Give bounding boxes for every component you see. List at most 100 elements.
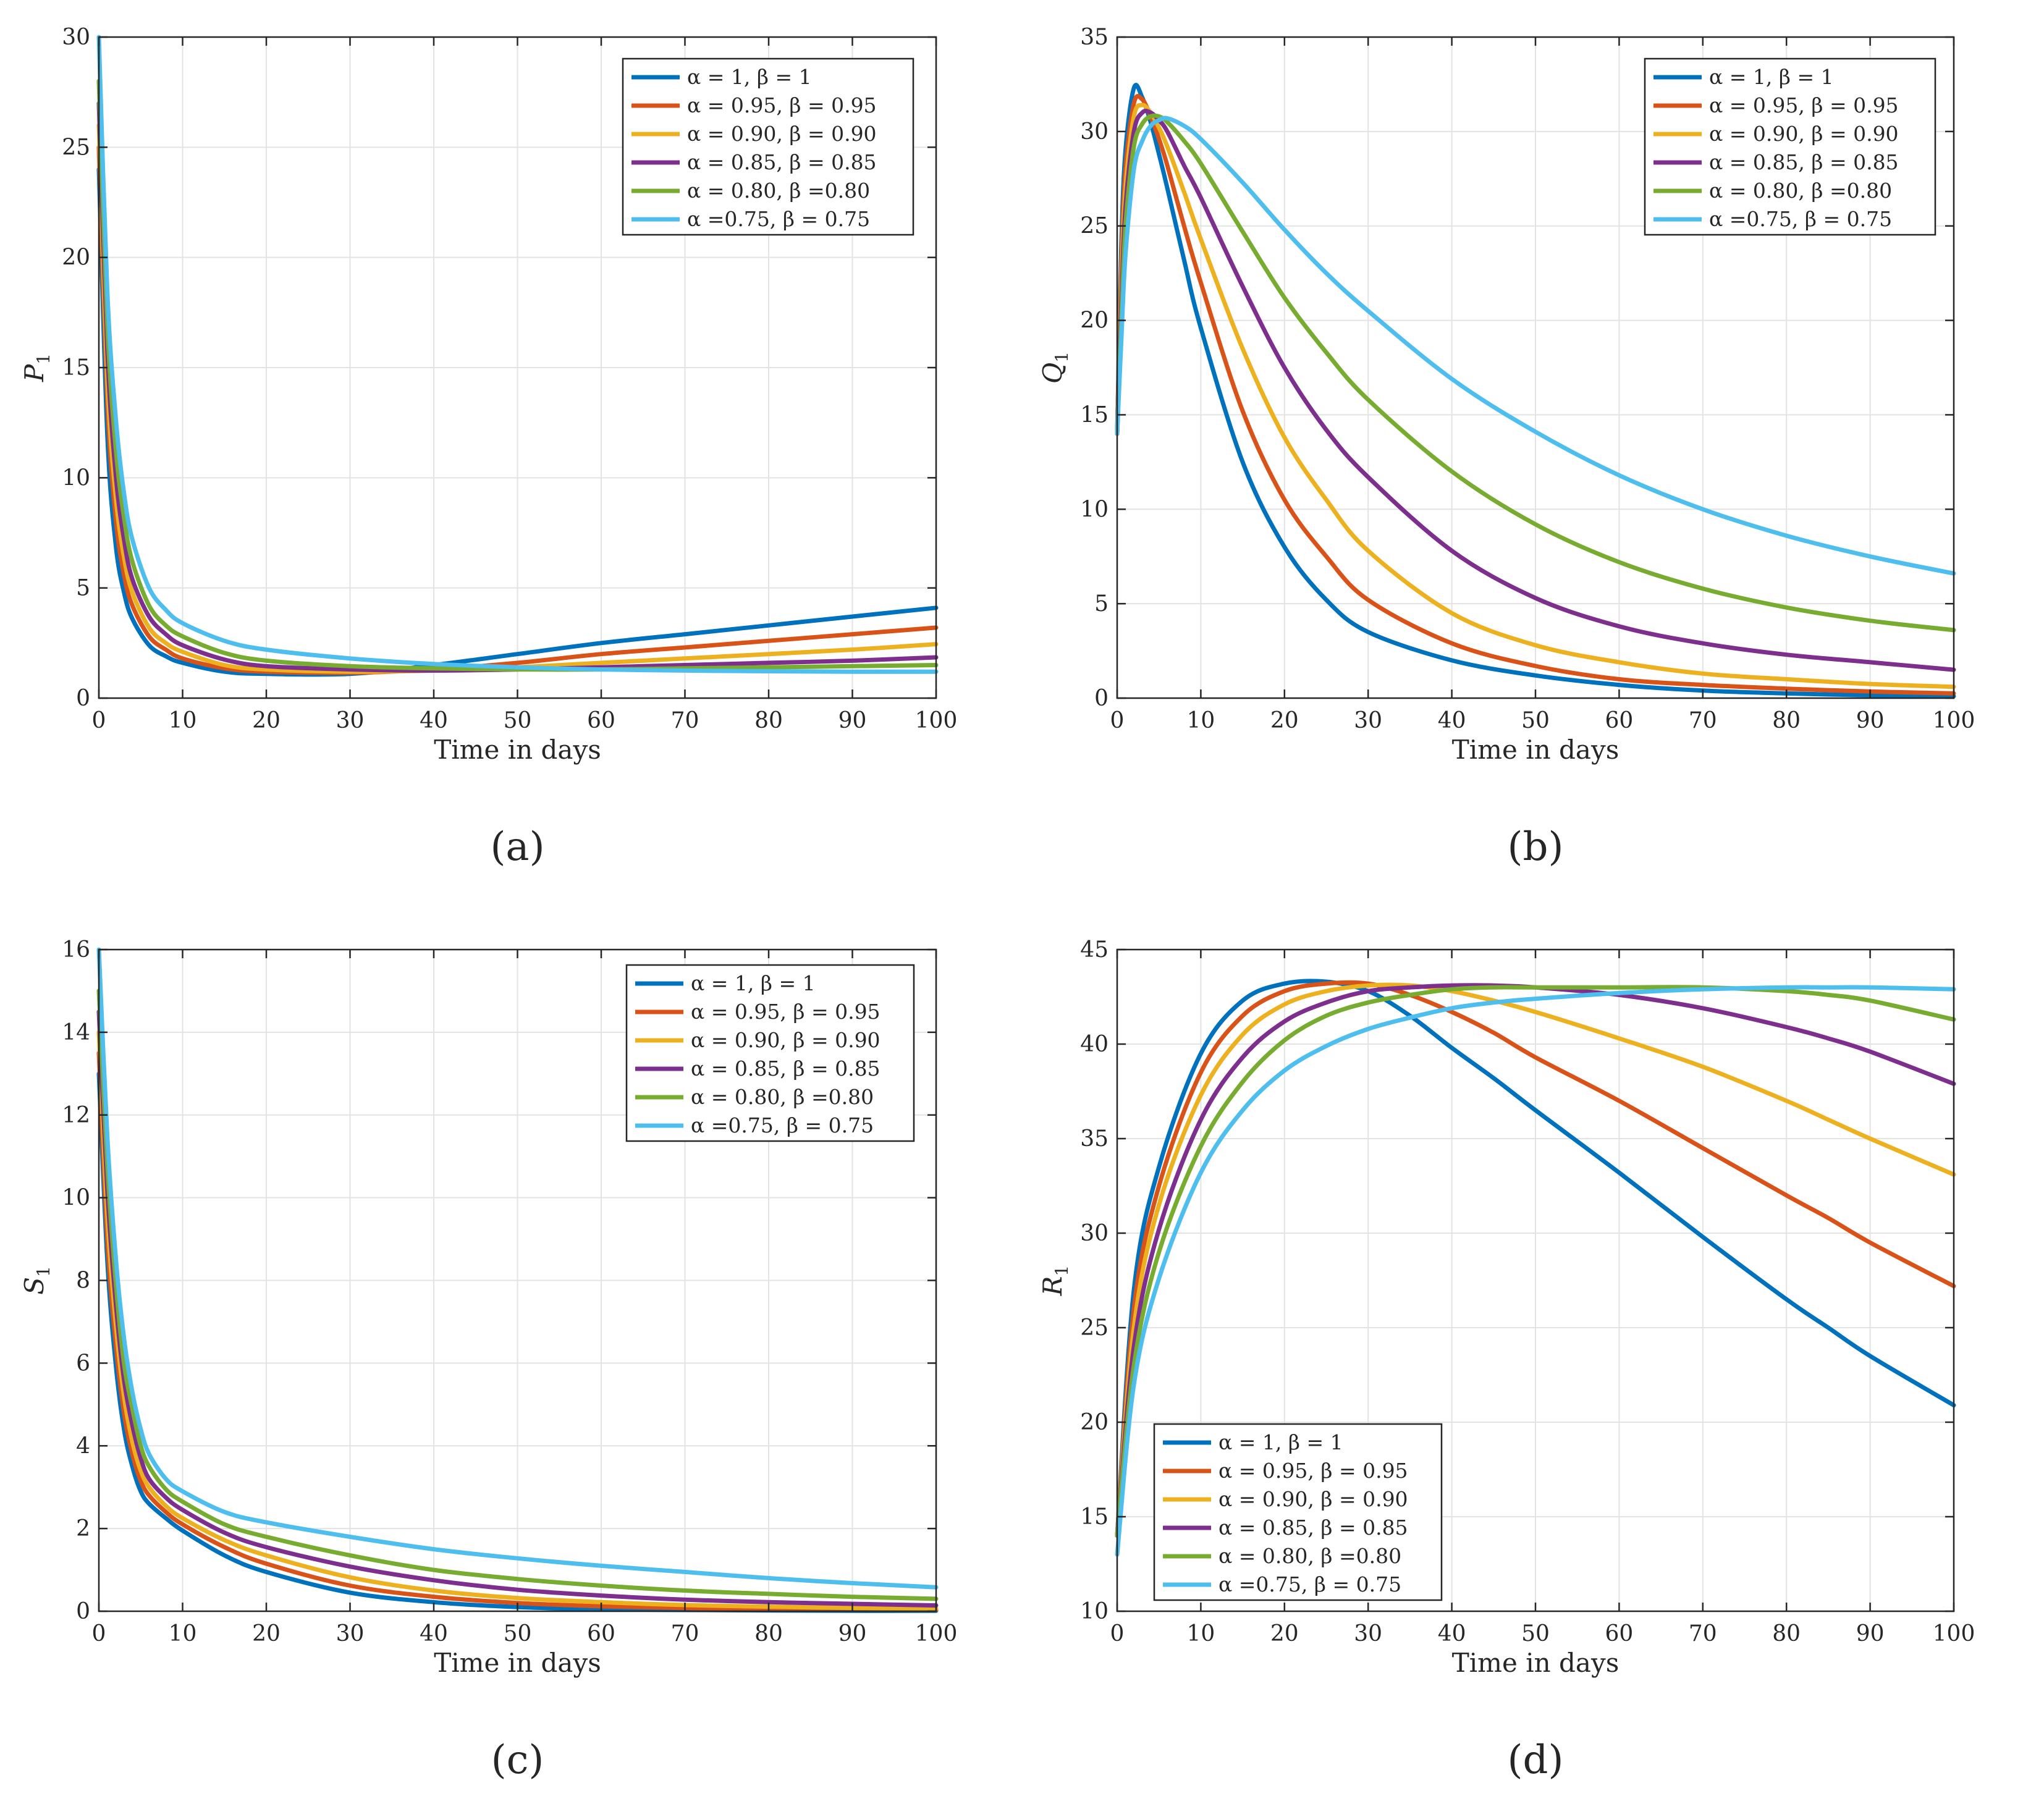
x-tick-label: 100	[1933, 708, 1975, 733]
x-tick-label: 40	[420, 708, 448, 733]
x-tick-label: 80	[754, 708, 783, 733]
x-tick-label: 30	[336, 708, 365, 733]
panel-b: 0 10 20 30 40 50 60 70 80 90 100 0 5 10 15 20 25 30 35 Time…	[1037, 25, 1975, 870]
x-tick-label: 60	[1605, 708, 1633, 733]
legend: α = 1, β = 1 α = 0.95, β = 0.95 α = 0.90, …	[1644, 57, 1936, 236]
y-tick-label: 30	[62, 25, 90, 50]
legend-entry-2: α = 0.95, β = 0.95	[687, 93, 877, 117]
series-line-4	[96, 101, 939, 673]
x-tick-label: 100	[1933, 1621, 1975, 1646]
y-tick-label: 16	[62, 937, 90, 963]
series-line-2	[1115, 94, 1956, 696]
x-tick-label: 50	[1521, 708, 1550, 733]
x-tick-label: 70	[1689, 1621, 1717, 1646]
series-line-6	[96, 947, 939, 1590]
legend-entry-6: α =0.75, β = 0.75	[687, 207, 870, 231]
y-tick-label: 20	[1080, 1410, 1109, 1435]
x-tick-label: 10	[1186, 1621, 1215, 1646]
legend-entry-3: α = 0.90, β = 0.90	[687, 122, 877, 146]
y-tick-label: 5	[1094, 591, 1109, 617]
x-tick-label: 0	[92, 708, 106, 733]
legend-entry-1: α = 1, β = 1	[1218, 1430, 1343, 1454]
x-tick-label: 0	[1110, 708, 1125, 733]
y-tick-label: 20	[62, 245, 90, 271]
series-line-3	[1115, 103, 1956, 689]
y-tick-label: 8	[76, 1268, 90, 1294]
y-axis-label: S1	[19, 1266, 54, 1295]
legend-entry-4: α = 0.85, β = 0.85	[687, 150, 877, 174]
y-tick-label: 4	[76, 1433, 90, 1459]
y-axis-symbol: S	[19, 1277, 49, 1295]
y-axis-subscript: 1	[1052, 1265, 1072, 1276]
y-tick-label: 10	[62, 1186, 90, 1211]
x-tick-label: 90	[1856, 708, 1885, 733]
y-tick-label: 45	[1080, 937, 1109, 963]
x-tick-label: 10	[1186, 708, 1215, 733]
y-tick-label: 15	[1080, 402, 1109, 428]
legend-entry-1: α = 1, β = 1	[687, 65, 812, 89]
panel-label: (d)	[1508, 1737, 1564, 1783]
y-tick-label: 10	[1080, 1599, 1109, 1624]
legend-entry-2: α = 0.95, β = 0.95	[1218, 1459, 1408, 1483]
y-tick-label: 0	[76, 1599, 90, 1624]
x-tick-label: 100	[915, 708, 958, 733]
x-tick-label: 50	[504, 708, 532, 733]
y-tick-label: 30	[1080, 1221, 1109, 1246]
y-tick-label: 35	[1080, 25, 1109, 50]
y-axis-subscript: 1	[33, 353, 54, 365]
x-axis-label: Time in days	[1452, 1648, 1620, 1678]
legend-box	[1644, 57, 1936, 236]
x-tick-label: 100	[915, 1621, 958, 1646]
y-tick-label: 35	[1080, 1126, 1109, 1152]
x-tick-label: 20	[252, 1621, 281, 1646]
y-tick-label: 10	[62, 465, 90, 491]
legend-entry-3: α = 0.90, β = 0.90	[691, 1028, 881, 1052]
legend: α = 1, β = 1 α = 0.95, β = 0.95 α = 0.90, …	[1153, 1423, 1443, 1601]
legend-entry-4: α = 0.85, β = 0.85	[1709, 150, 1899, 174]
x-axis-label: Time in days	[434, 735, 601, 765]
panel-d: 0 10 20 30 40 50 60 70 80 90 1001015202530354045Ti…	[1037, 937, 1975, 1783]
y-tick-label: 10	[1080, 497, 1109, 522]
legend-entry-1: α = 1, β = 1	[1709, 65, 1834, 89]
legend-entry-2: α = 0.95, β = 0.95	[1709, 93, 1899, 117]
series-line-6	[1115, 116, 1956, 576]
y-tick-label: 15	[62, 355, 90, 381]
legend-entry-5: α = 0.80, β =0.80	[687, 179, 870, 203]
x-tick-label: 80	[1772, 1621, 1801, 1646]
y-axis-symbol: Q	[1037, 363, 1068, 384]
y-axis-symbol: R	[1037, 1276, 1068, 1297]
y-tick-label: 5	[76, 576, 90, 601]
x-tick-label: 30	[1354, 708, 1382, 733]
legend-box	[1153, 1423, 1443, 1601]
legend-entry-6: α =0.75, β = 0.75	[691, 1113, 874, 1137]
x-tick-label: 40	[1438, 1621, 1466, 1646]
x-tick-label: 50	[504, 1621, 532, 1646]
y-tick-label: 30	[1080, 119, 1109, 145]
x-axis-label: Time in days	[1452, 735, 1620, 765]
x-tick-label: 0	[1110, 1621, 1125, 1646]
x-tick-label: 70	[671, 1621, 699, 1646]
legend-box	[625, 964, 915, 1142]
series-line-5	[96, 78, 939, 672]
series-line-6	[96, 35, 939, 674]
x-tick-label: 20	[1270, 708, 1299, 733]
series-line-1	[1115, 979, 1956, 1538]
legend-entry-1: α = 1, β = 1	[691, 971, 816, 995]
series-line-1	[1115, 83, 1956, 699]
y-tick-label: 0	[76, 686, 90, 711]
x-tick-label: 90	[1856, 1621, 1885, 1646]
panel-a: 0 10 20 30 40 50 60 70 80 90 100 0 5 10 15 20 25 30 Time i…	[19, 25, 957, 870]
legend-box	[622, 57, 914, 236]
x-tick-label: 30	[1354, 1621, 1382, 1646]
x-tick-label: 90	[838, 1621, 867, 1646]
x-axis-label: Time in days	[434, 1648, 601, 1678]
y-tick-label: 20	[1080, 308, 1109, 334]
legend-entry-3: α = 0.90, β = 0.90	[1218, 1487, 1408, 1511]
x-tick-label: 70	[1689, 708, 1717, 733]
y-axis-symbol: P	[19, 364, 49, 382]
panel-label: (c)	[491, 1737, 544, 1783]
y-axis-label: P1	[19, 353, 54, 382]
panel-label: (b)	[1508, 824, 1564, 870]
y-tick-label: 25	[1080, 1315, 1109, 1341]
